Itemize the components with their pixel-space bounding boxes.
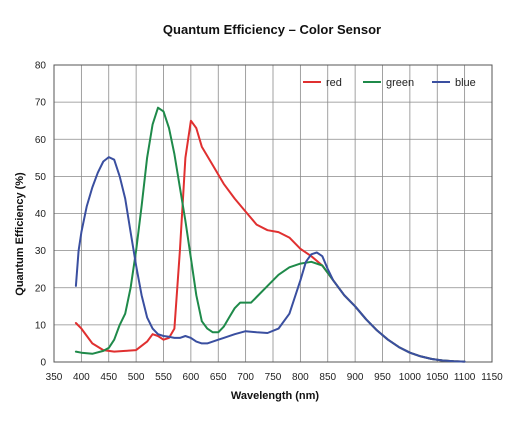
x-tick-label: 900 [347,372,364,383]
legend-label-blue: blue [455,77,476,89]
y-tick-labels: 0 10 20 30 40 50 60 70 80 [35,61,47,369]
legend: red green blue [303,77,476,89]
x-tick-label: 950 [374,372,391,383]
series-line-green [74,106,466,363]
x-tick-label: 800 [292,372,309,383]
y-axis-label: Quantum Efficiency (%) [14,172,26,296]
series-lines [74,106,466,363]
x-tick-label: 1050 [426,372,449,383]
x-tick-label: 650 [210,372,227,383]
y-tick-label: 60 [35,135,47,146]
x-tick-label: 850 [319,372,336,383]
y-tick-label: 10 [35,320,47,331]
x-tick-label: 750 [265,372,282,383]
series-line-blue [74,156,466,363]
grid-lines [53,64,493,363]
x-tick-label: 600 [183,372,200,383]
x-axis-label: Wavelength (nm) [231,390,320,402]
y-tick-label: 70 [35,98,47,109]
series-line-red [74,119,466,363]
legend-label-red: red [326,77,342,89]
x-tick-label: 700 [237,372,254,383]
x-tick-labels: 350 400 450 500 550 600 650 700 750 800 850 900 950 1… [46,372,504,383]
x-tick-label: 1100 [454,372,476,383]
x-tick-label: 350 [46,372,63,383]
x-tick-label: 400 [73,372,90,383]
y-tick-label: 40 [35,209,47,220]
chart-title: Quantum Efficiency – Color Sensor [163,22,381,37]
y-tick-label: 20 [35,283,47,294]
plot-frame [53,64,493,363]
x-tick-label: 500 [128,372,145,383]
y-tick-label: 80 [35,61,47,72]
x-tick-label: 450 [100,372,117,383]
x-tick-label: 1150 [481,372,503,383]
y-tick-label: 50 [35,172,47,183]
legend-label-green: green [386,77,414,89]
x-tick-label: 550 [155,372,172,383]
x-tick-label: 1000 [399,372,422,383]
y-tick-label: 30 [35,246,47,257]
y-tick-label: 0 [40,358,46,369]
